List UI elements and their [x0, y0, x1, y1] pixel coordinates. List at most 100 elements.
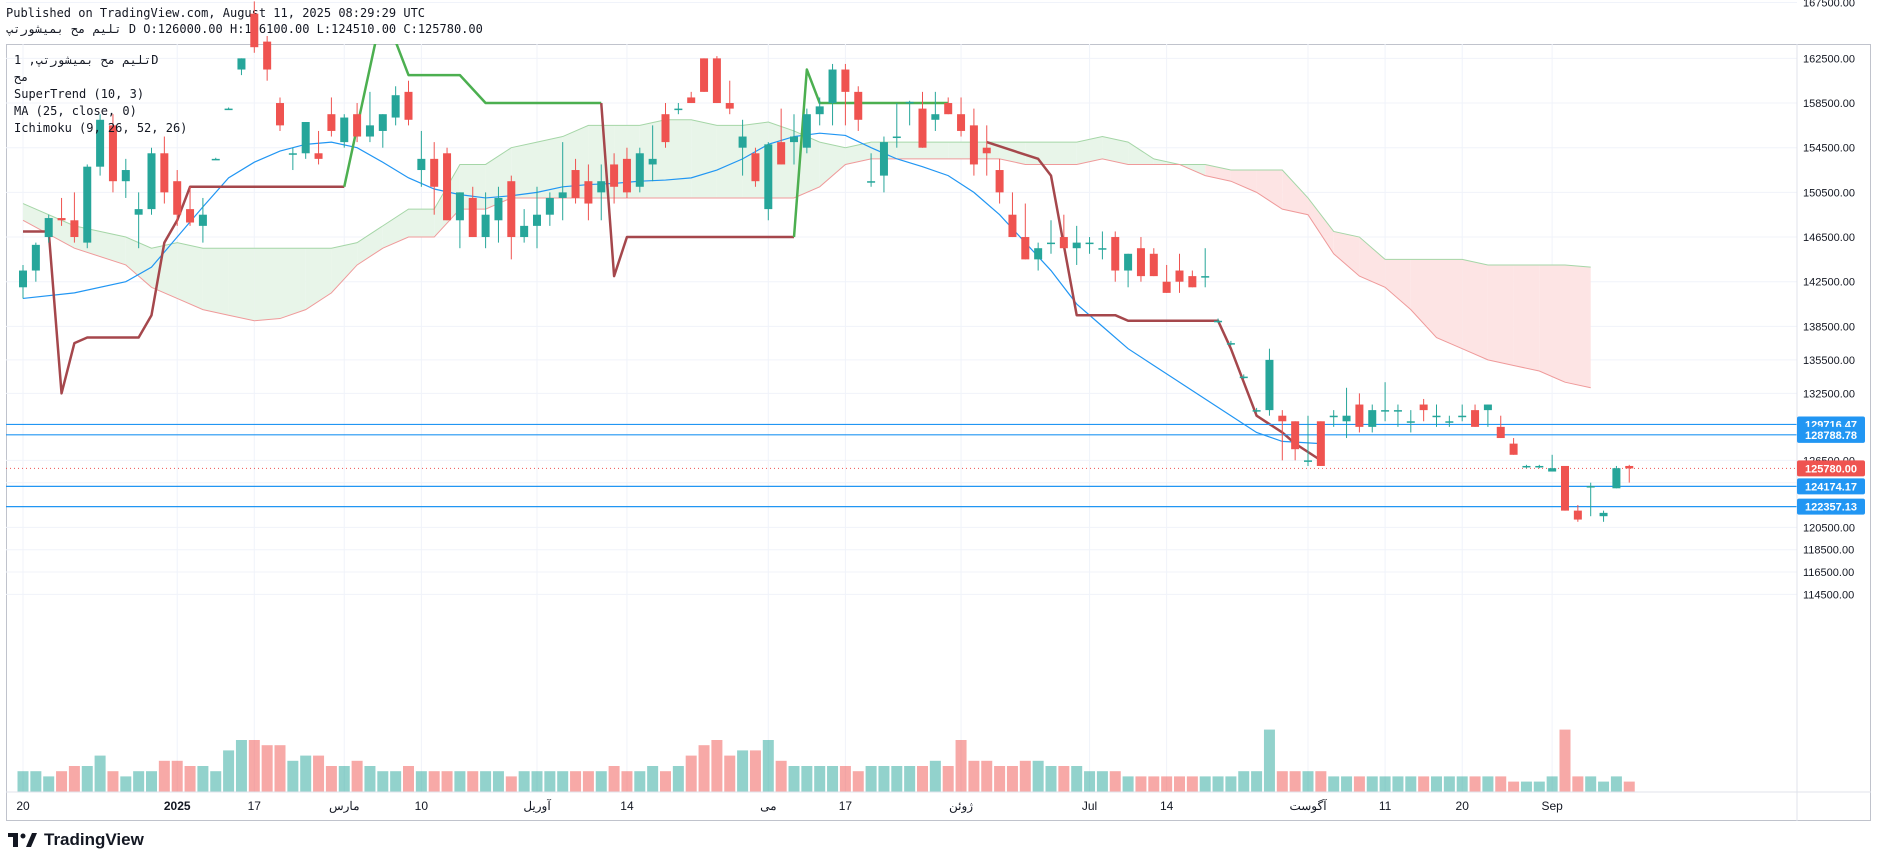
candle-body: [173, 181, 182, 215]
volume-bar: [505, 776, 517, 792]
time-tick-label: 14: [1160, 799, 1174, 813]
time-tick-label: 17: [839, 799, 853, 813]
cloud-segment: [1256, 170, 1283, 210]
volume-bar: [929, 760, 941, 792]
cloud-segment: [896, 142, 923, 159]
cloud-segment: [177, 242, 203, 310]
candle-body: [417, 158, 426, 171]
candle-body: [622, 158, 631, 193]
volume-bar: [492, 771, 504, 792]
volume-bar: [1122, 776, 1134, 792]
cloud-segment: [511, 142, 537, 198]
cloud-segment: [691, 119, 717, 198]
volume-bar: [891, 766, 903, 792]
volume-bar: [1508, 781, 1520, 792]
volume-bar: [621, 771, 633, 792]
volume-bar: [1251, 771, 1263, 792]
time-tick-label: 2025: [164, 799, 191, 813]
legend-ma[interactable]: MA (25, close, 0): [14, 104, 137, 118]
volume-bar: [107, 771, 119, 792]
price-tick-label: 162500.00: [1803, 53, 1855, 65]
volume-bar: [1341, 776, 1353, 792]
volume-bar: [146, 771, 157, 792]
candle-body: [1252, 410, 1261, 412]
volume-bar: [685, 755, 697, 792]
volume-bar: [595, 771, 607, 792]
last-price-label: 125780.00: [1805, 463, 1857, 475]
volume-bar: [223, 750, 235, 792]
legend-symbol[interactable]: تلیم مح بمیشورتپ, 1D: [14, 53, 159, 67]
volume-bar: [1186, 776, 1198, 792]
volume-bar: [338, 766, 350, 792]
chart-legend: تلیم مح بمیشورتپ, 1D مح SuperTrend (10, …: [14, 52, 187, 137]
candle-body: [982, 147, 991, 154]
volume-bar: [68, 766, 80, 792]
candle-body: [854, 91, 863, 120]
candle-body: [314, 153, 323, 159]
cloud-segment: [1436, 259, 1463, 349]
tradingview-brand[interactable]: TradingView: [8, 830, 144, 850]
candle-body: [764, 144, 773, 210]
volume-bar: [1495, 776, 1507, 792]
candle-body: [533, 214, 541, 226]
cloud-segment: [382, 209, 409, 249]
price-tick-label: 116500.00: [1803, 567, 1854, 579]
candle-body: [687, 97, 696, 104]
candle-body: [584, 181, 593, 204]
level-price-tag: [1797, 498, 1865, 515]
candle-body: [867, 181, 876, 183]
candle-body: [661, 114, 670, 143]
candle-body: [1278, 415, 1287, 422]
volume-bar: [17, 771, 29, 792]
candle-body: [1342, 415, 1351, 422]
candle-body: [70, 220, 79, 238]
volume-bar: [1405, 776, 1417, 792]
candle-body: [1214, 320, 1223, 323]
volume-bar: [827, 766, 839, 792]
volume-bar: [30, 771, 42, 792]
price-tick-label: 120500.00: [1803, 522, 1855, 534]
candle-body: [1008, 214, 1017, 238]
time-tick-label: مارس: [329, 799, 360, 813]
time-tick-label: آوریل: [523, 798, 551, 813]
volume-bar: [1546, 776, 1558, 792]
cloud-segment: [948, 142, 974, 159]
candle-body: [892, 136, 901, 139]
candle-body: [147, 153, 156, 210]
candle-body: [1522, 465, 1531, 468]
candle-body: [931, 114, 940, 120]
candle-body: [944, 103, 953, 115]
candle-body: [83, 166, 92, 243]
volume-bar: [454, 771, 466, 792]
time-tick-label: آگوست: [1289, 798, 1327, 813]
candle-body: [1471, 410, 1480, 427]
candle-body: [879, 142, 888, 176]
volume-bar: [852, 771, 864, 792]
symbol-ohlc-line: تلیم مح بمیشورتپ D O:126000.00 H:126100.…: [6, 22, 483, 36]
legend-supertrend[interactable]: SuperTrend (10, 3): [14, 87, 145, 101]
volume-bar: [325, 766, 337, 792]
volume-bar: [724, 755, 736, 792]
cloud-segment: [1308, 197, 1334, 254]
candle-body: [430, 158, 439, 187]
candle-body: [1509, 443, 1518, 455]
volume-bar: [467, 771, 479, 792]
published-line: Published on TradingView.com, August 11,…: [6, 6, 426, 20]
volume-bar: [711, 740, 723, 792]
volume-bar: [390, 771, 402, 792]
candle-body: [186, 209, 195, 223]
candle-body: [1034, 248, 1043, 260]
legend-ichimoku[interactable]: Ichimoku (9, 26, 52, 26): [14, 121, 188, 135]
volume-bar: [133, 771, 145, 792]
volume-bar: [56, 771, 68, 792]
volume-bar: [1096, 771, 1108, 792]
candle-body: [1419, 404, 1428, 411]
candle-body: [353, 114, 362, 137]
cloud-segment: [254, 248, 280, 321]
candle-body: [1612, 468, 1621, 489]
volume-bar: [814, 766, 826, 792]
candle-body: [995, 170, 1004, 193]
volume-bar: [1623, 781, 1635, 792]
candle-body: [1304, 460, 1312, 462]
